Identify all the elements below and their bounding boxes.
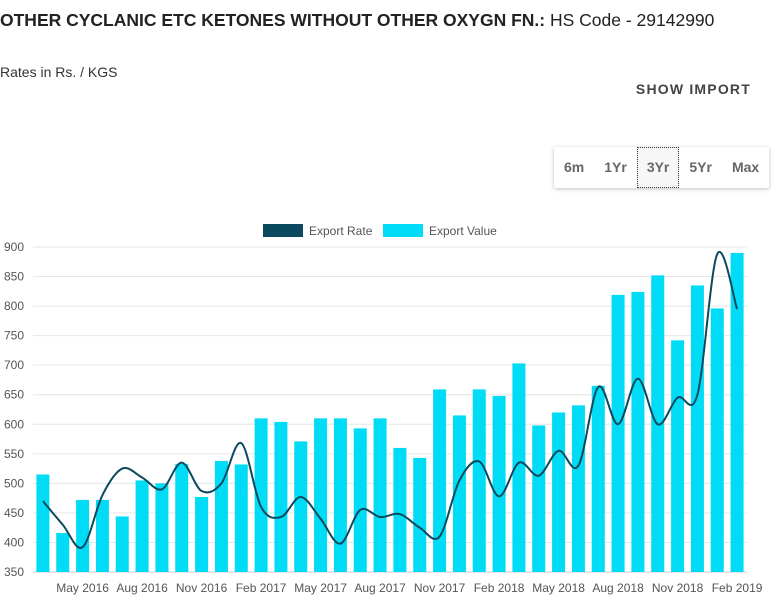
- range-6m-button[interactable]: 6m: [564, 159, 585, 175]
- bar-export-value[interactable]: [591, 385, 605, 572]
- bar-export-value[interactable]: [314, 418, 328, 572]
- legend-export-value[interactable]: Export Value: [429, 224, 497, 238]
- bar-export-value[interactable]: [631, 291, 645, 572]
- range-5yr-button[interactable]: 5Yr: [689, 159, 712, 175]
- y-tick-label: 900: [4, 240, 24, 254]
- bar-export-value[interactable]: [195, 496, 209, 572]
- bar-export-value[interactable]: [36, 474, 50, 573]
- show-import-button[interactable]: SHOW IMPORT: [635, 81, 751, 97]
- range-max-button[interactable]: Max: [731, 159, 760, 175]
- x-tick-label: Nov 2016: [176, 581, 228, 595]
- x-tick-label: May 2017: [294, 581, 347, 595]
- y-tick-label: 350: [4, 565, 24, 579]
- line-export-rate: [42, 250, 739, 549]
- bar-export-value[interactable]: [492, 395, 506, 572]
- rates-unit-label: Rates in Rs. / KGS: [0, 64, 118, 80]
- bar-export-value[interactable]: [611, 294, 625, 572]
- hs-code: HS Code - 29142990: [545, 10, 715, 30]
- x-tick-label: Feb 2017: [236, 581, 287, 595]
- bar-export-value[interactable]: [155, 483, 169, 572]
- bar-export-value[interactable]: [571, 405, 585, 572]
- y-tick-label: 800: [4, 299, 24, 313]
- bar-export-value[interactable]: [95, 499, 109, 572]
- bar-export-value[interactable]: [552, 412, 566, 572]
- x-tick-label: Aug 2017: [354, 581, 406, 595]
- bar-export-value[interactable]: [710, 308, 724, 572]
- legend: Export Rate Export Value: [263, 224, 497, 238]
- bar-export-value[interactable]: [234, 464, 248, 572]
- legend-export-rate[interactable]: Export Rate: [309, 224, 373, 238]
- bar-export-value[interactable]: [135, 480, 149, 572]
- x-tick-label: Feb 2018: [474, 581, 525, 595]
- y-tick-label: 700: [4, 358, 24, 372]
- bar-export-value[interactable]: [274, 421, 288, 572]
- y-tick-label: 450: [4, 506, 24, 520]
- bar-export-value[interactable]: [413, 457, 427, 572]
- bar-export-value[interactable]: [472, 389, 486, 572]
- range-1yr-button[interactable]: 1Yr: [604, 159, 627, 175]
- bar-export-value[interactable]: [452, 415, 466, 572]
- bar-export-value[interactable]: [373, 418, 387, 572]
- bar-export-value[interactable]: [512, 363, 526, 572]
- y-tick-label: 500: [4, 476, 24, 490]
- bar-export-value[interactable]: [353, 428, 367, 572]
- x-tick-label: May 2018: [532, 581, 585, 595]
- range-3yr-button[interactable]: 3Yr: [636, 147, 680, 188]
- y-tick-label: 850: [4, 270, 24, 284]
- y-tick-label: 600: [4, 417, 24, 431]
- bar-export-value[interactable]: [115, 516, 129, 572]
- x-tick-label: Nov 2017: [414, 581, 466, 595]
- product-name: OTHER CYCLANIC ETC KETONES WITHOUT OTHER…: [0, 10, 546, 30]
- bar-export-value[interactable]: [690, 285, 704, 572]
- bar-export-value[interactable]: [214, 460, 228, 572]
- y-tick-label: 400: [4, 535, 24, 549]
- bar-export-value[interactable]: [333, 418, 347, 572]
- bar-export-value[interactable]: [671, 340, 685, 572]
- bar-export-value[interactable]: [76, 499, 90, 572]
- bar-export-value[interactable]: [254, 418, 268, 572]
- x-tick-label: Feb 2019: [712, 581, 763, 595]
- bar-export-value[interactable]: [532, 425, 546, 572]
- page-title: OTHER CYCLANIC ETC KETONES WITHOUT OTHER…: [0, 10, 714, 31]
- bar-export-value[interactable]: [56, 533, 70, 572]
- bar-export-value[interactable]: [175, 463, 189, 572]
- bar-export-value[interactable]: [730, 252, 744, 572]
- range-selector: 6m 1Yr 3Yr 5Yr Max: [554, 147, 770, 188]
- y-tick-label: 650: [4, 388, 24, 402]
- y-tick-label: 550: [4, 447, 24, 461]
- x-tick-label: Aug 2016: [116, 581, 168, 595]
- x-tick-label: Nov 2018: [652, 581, 704, 595]
- bar-export-value[interactable]: [433, 389, 447, 572]
- bar-export-value[interactable]: [294, 441, 308, 572]
- export-chart: Export Rate Export Value 350 400 450 500 550…: [4, 224, 763, 595]
- bar-export-value[interactable]: [393, 447, 407, 572]
- legend-swatch-export-rate: [263, 224, 303, 237]
- x-tick-label: May 2016: [56, 581, 109, 595]
- y-tick-label: 750: [4, 329, 24, 343]
- legend-swatch-export-value: [383, 224, 423, 237]
- x-tick-label: Aug 2018: [592, 581, 644, 595]
